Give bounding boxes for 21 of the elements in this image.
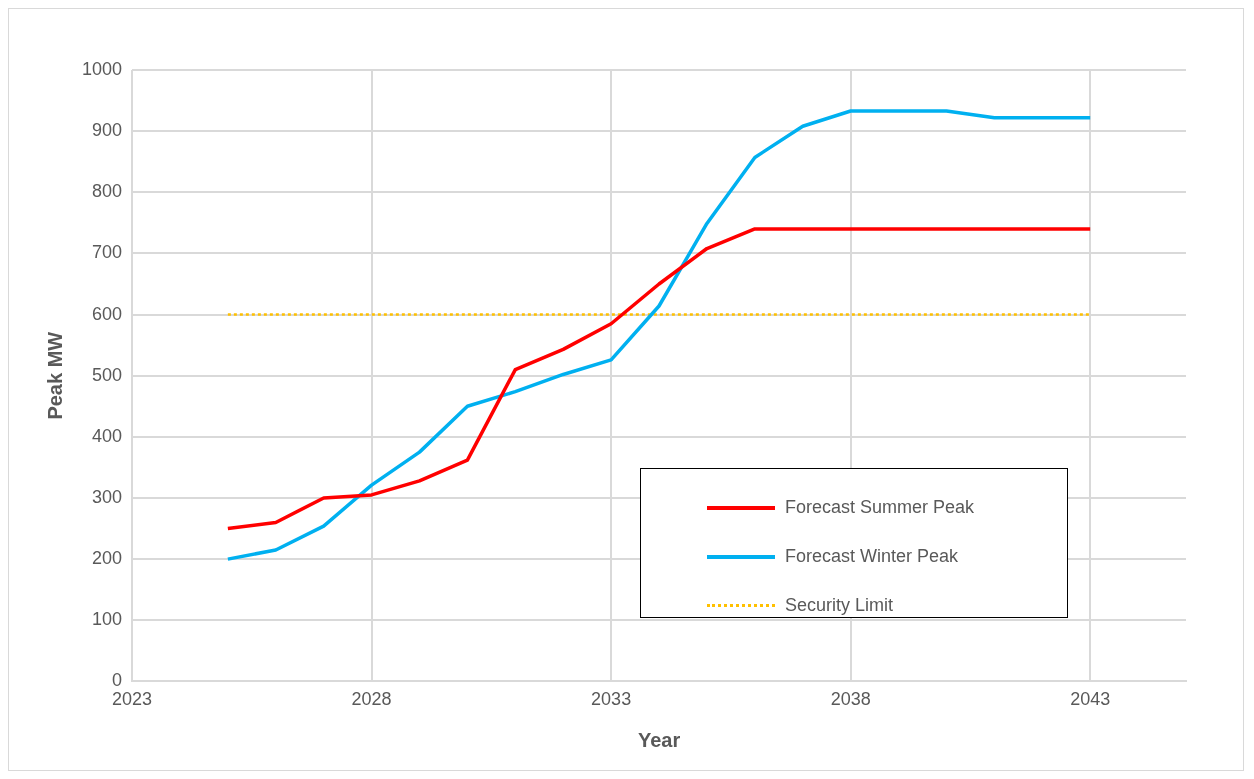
y-axis-title: Peak MW xyxy=(43,331,66,420)
y-tick-label: 100 xyxy=(92,609,123,630)
x-axis-title: Year xyxy=(637,728,681,751)
y-tick-label: 300 xyxy=(92,486,123,507)
x-tick-label: 2038 xyxy=(830,689,871,710)
legend-label: Forecast Summer Peak xyxy=(785,497,975,518)
x-tick-label: 2023 xyxy=(112,689,153,710)
y-tick-label: 200 xyxy=(92,548,123,569)
y-tick-label: 900 xyxy=(92,120,123,141)
y-tick-label: 800 xyxy=(92,181,123,202)
y-tick-label: 1000 xyxy=(82,58,123,79)
y-tick-label: 400 xyxy=(92,425,123,446)
y-tick-label: 700 xyxy=(92,242,123,263)
y-tick-label: 500 xyxy=(92,364,123,385)
y-tick-label: 0 xyxy=(112,670,123,691)
legend-label: Forecast Winter Peak xyxy=(785,546,959,567)
x-tick-label: 2028 xyxy=(351,689,392,710)
x-tick-label: 2033 xyxy=(591,689,632,710)
y-tick-label: 600 xyxy=(92,303,123,324)
x-tick-label: 2043 xyxy=(1070,689,1111,710)
legend-label: Security Limit xyxy=(785,595,894,616)
